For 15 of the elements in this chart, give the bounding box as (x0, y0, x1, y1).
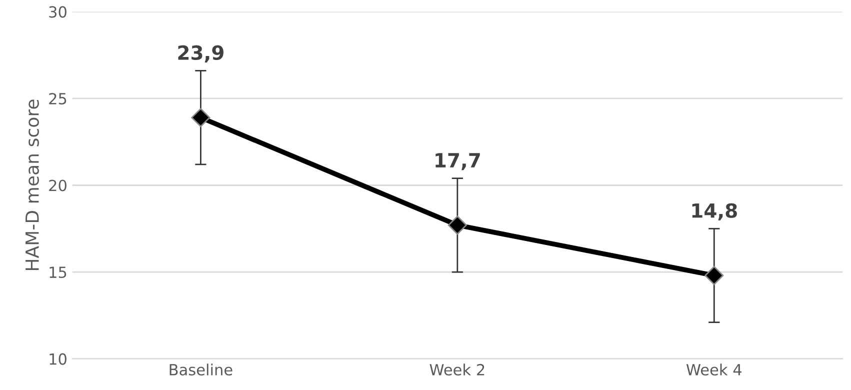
y-tick-label: 10 (50, 353, 66, 365)
point (191, 108, 210, 128)
data-label: 17,7 (436, 153, 480, 170)
data-label: 14,8 (692, 203, 737, 220)
y-tick-label: 25 (49, 92, 66, 104)
x-tick-label: Baseline (170, 364, 232, 376)
x-tick-label: Week 2 (430, 364, 484, 376)
point (448, 216, 467, 235)
y-tick-label: 20 (49, 180, 66, 192)
y-tick-label: 15 (50, 266, 66, 278)
y-axis-title: HAM-D mean score (26, 100, 39, 270)
x-tick-label: Week 4 (686, 364, 742, 376)
data-label: 23,9 (178, 45, 224, 62)
point (704, 266, 724, 286)
y-tick-label: 30 (49, 6, 66, 18)
